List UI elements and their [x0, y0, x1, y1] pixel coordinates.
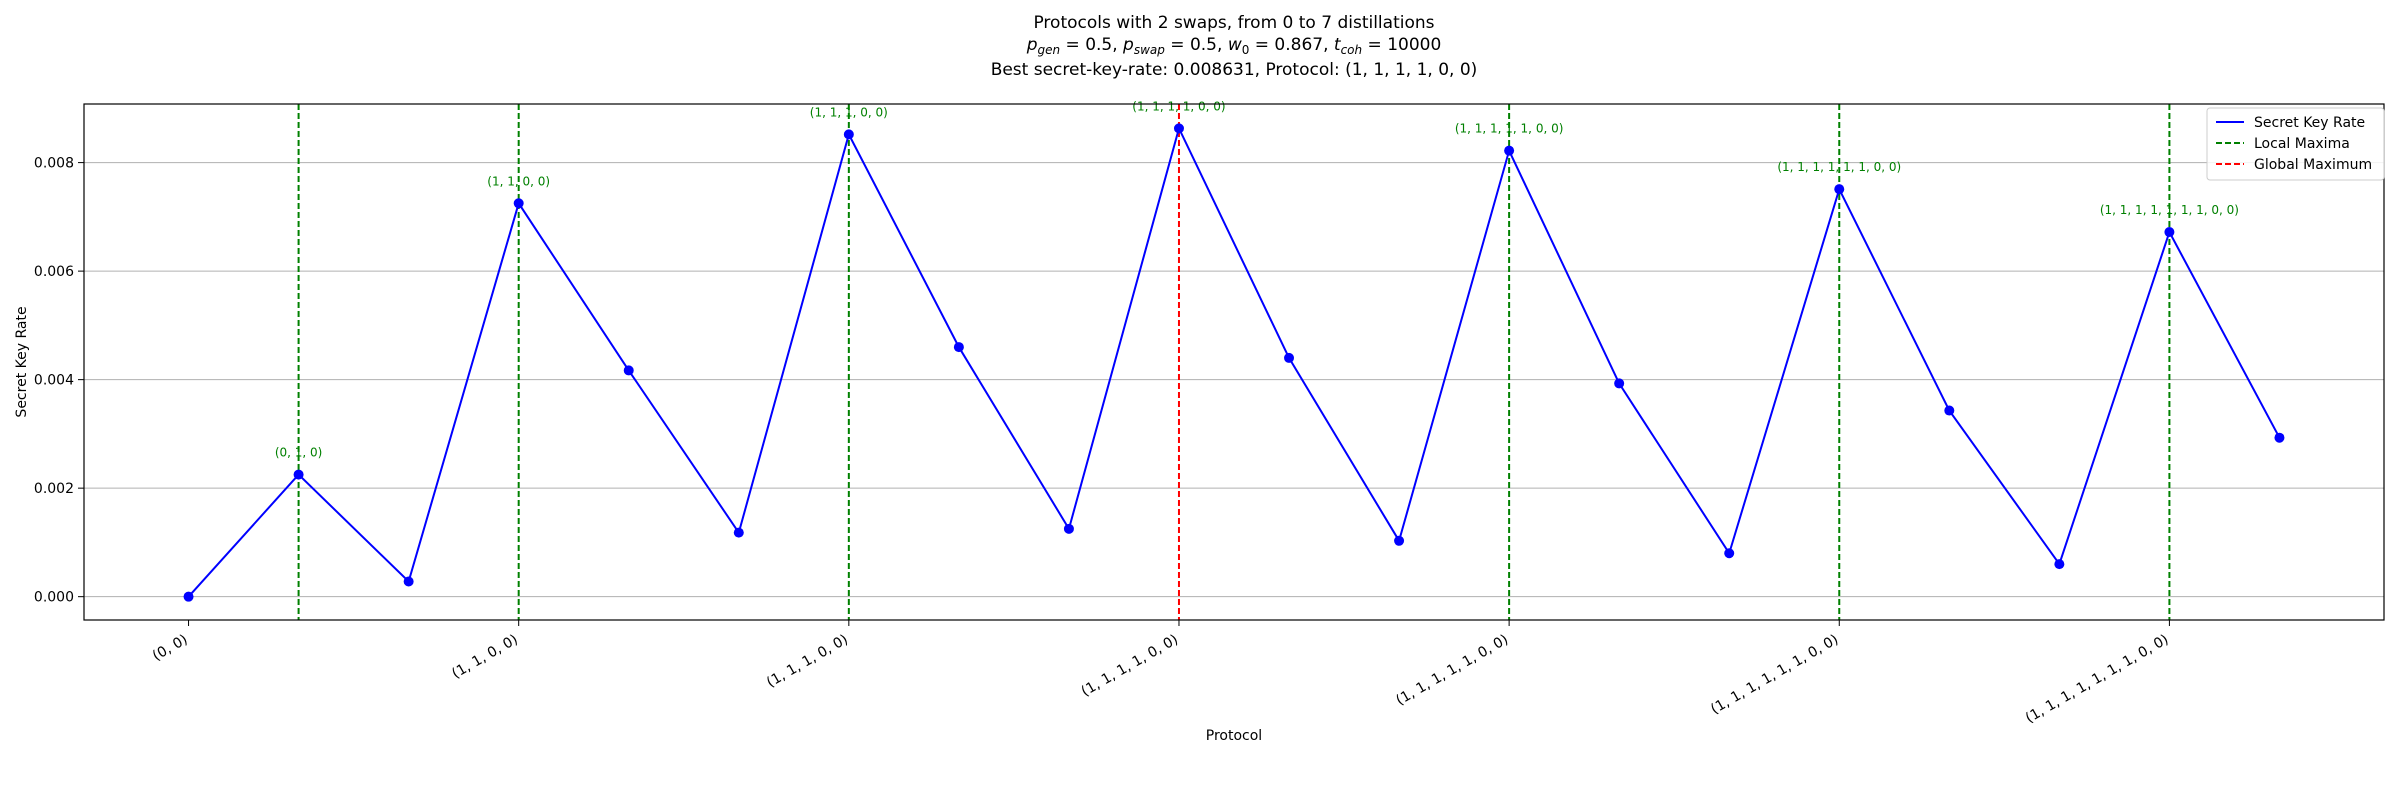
data-point — [2054, 559, 2065, 570]
y-tick-label: 0.006 — [34, 264, 74, 280]
data-point — [2164, 227, 2175, 238]
y-axis: 0.000 0.002 0.004 0.006 0.008 — [34, 156, 84, 606]
data-point — [733, 527, 744, 538]
maximum-annotation: (1, 1, 1, 1, 1, 1, 1, 0, 0) — [2100, 203, 2239, 217]
x-tick-label: (1, 1, 1, 1, 1, 1, 1, 0, 0) — [2023, 632, 2172, 727]
data-point — [1724, 548, 1735, 559]
data-point — [623, 365, 634, 376]
x-tick-label: (0, 0) — [150, 632, 191, 665]
annotations-layer: (0, 1, 0) (1, 1, 0, 0) (1, 1, 1, 0, 0) (1, … — [275, 99, 2239, 459]
data-point — [1394, 535, 1405, 546]
legend-box — [2206, 107, 2385, 181]
maxima-lines — [297, 104, 2171, 620]
legend: Secret Key Rate Local Maxima Global Maxi… — [2206, 107, 2385, 181]
legend-label-global-maximum: Global Maximum — [2254, 157, 2372, 173]
maximum-annotation: (1, 1, 1, 1, 0, 0) — [1132, 99, 1225, 113]
maximum-annotation: (1, 1, 1, 0, 0) — [810, 105, 888, 119]
data-point — [953, 342, 964, 353]
maximum-annotation: (1, 1, 1, 1, 1, 0, 0) — [1455, 122, 1564, 136]
subtitle-tcoh: 10000 — [1387, 35, 1441, 55]
data-point — [1504, 145, 1515, 156]
data-point — [183, 591, 194, 602]
subtitle-pgen: 0.5 — [1085, 35, 1112, 55]
x-axis: (0, 0) (1, 1, 0, 0) (1, 1, 1, 0, 0) (1, 1, … — [150, 620, 2171, 727]
grid-lines — [84, 162, 2384, 598]
plot-frame — [83, 103, 2385, 621]
chart-best-line: Best secret-key-rate: 0.008631, Protocol… — [991, 60, 1478, 80]
data-point — [1944, 405, 1955, 416]
y-tick-label: 0.004 — [34, 373, 74, 389]
maximum-annotation: (0, 1, 0) — [275, 446, 323, 460]
series-line — [187, 125, 2281, 598]
x-tick-label: (1, 1, 1, 1, 1, 0, 0) — [1393, 632, 1511, 709]
x-axis-label: Protocol — [1206, 728, 1262, 744]
data-point — [1614, 378, 1625, 389]
x-tick-label: (1, 1, 1, 1, 1, 1, 0, 0) — [1708, 632, 1841, 718]
chart-subtitle: pgen = 0.5, pswap = 0.5, w0 = 0.867, tco… — [1026, 35, 1442, 57]
subtitle-pswap: 0.5 — [1190, 35, 1217, 55]
data-point — [1284, 352, 1295, 363]
data-point — [513, 198, 524, 209]
series-layer — [183, 123, 2285, 602]
data-point — [1173, 123, 1184, 134]
y-tick-label: 0.000 — [34, 590, 74, 606]
data-point — [1063, 523, 1074, 534]
data-point — [843, 129, 854, 140]
chart-title: Protocols with 2 swaps, from 0 to 7 dist… — [1033, 13, 1434, 33]
legend-label-local-maxima: Local Maxima — [2254, 136, 2350, 152]
subtitle-w0: 0.867 — [1274, 35, 1323, 55]
legend-label-secret-key-rate: Secret Key Rate — [2254, 115, 2365, 131]
y-tick-label: 0.002 — [34, 481, 74, 497]
data-point — [1834, 184, 1845, 195]
y-tick-label: 0.008 — [34, 156, 74, 172]
maximum-annotation: (1, 1, 0, 0) — [487, 174, 550, 188]
x-tick-label: (1, 1, 1, 1, 0, 0) — [1079, 632, 1181, 700]
data-point — [403, 576, 414, 587]
maximum-annotation: (1, 1, 1, 1, 1, 1, 0, 0) — [1777, 160, 1901, 174]
data-point — [293, 469, 304, 480]
x-tick-label: (1, 1, 0, 0) — [449, 632, 520, 682]
data-point — [2274, 432, 2285, 443]
x-tick-label: (1, 1, 1, 0, 0) — [764, 632, 851, 691]
y-axis-label: Secret Key Rate — [14, 306, 30, 417]
